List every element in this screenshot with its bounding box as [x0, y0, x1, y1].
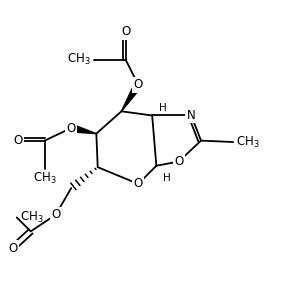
Text: CH$_3$: CH$_3$	[19, 210, 43, 225]
Text: N: N	[187, 109, 196, 122]
Text: CH$_3$: CH$_3$	[67, 52, 91, 67]
Text: O: O	[8, 242, 17, 254]
Text: H: H	[159, 103, 167, 113]
Text: O: O	[134, 177, 143, 190]
Text: CH$_3$: CH$_3$	[236, 134, 260, 150]
Text: O: O	[51, 208, 60, 221]
Polygon shape	[122, 83, 142, 111]
Text: O: O	[121, 25, 130, 38]
Text: O: O	[174, 155, 183, 168]
Text: H: H	[163, 173, 171, 183]
Text: O: O	[14, 134, 23, 147]
Text: O: O	[67, 122, 76, 135]
Text: O: O	[134, 78, 143, 91]
Polygon shape	[70, 124, 96, 134]
Text: CH$_3$: CH$_3$	[33, 171, 56, 187]
